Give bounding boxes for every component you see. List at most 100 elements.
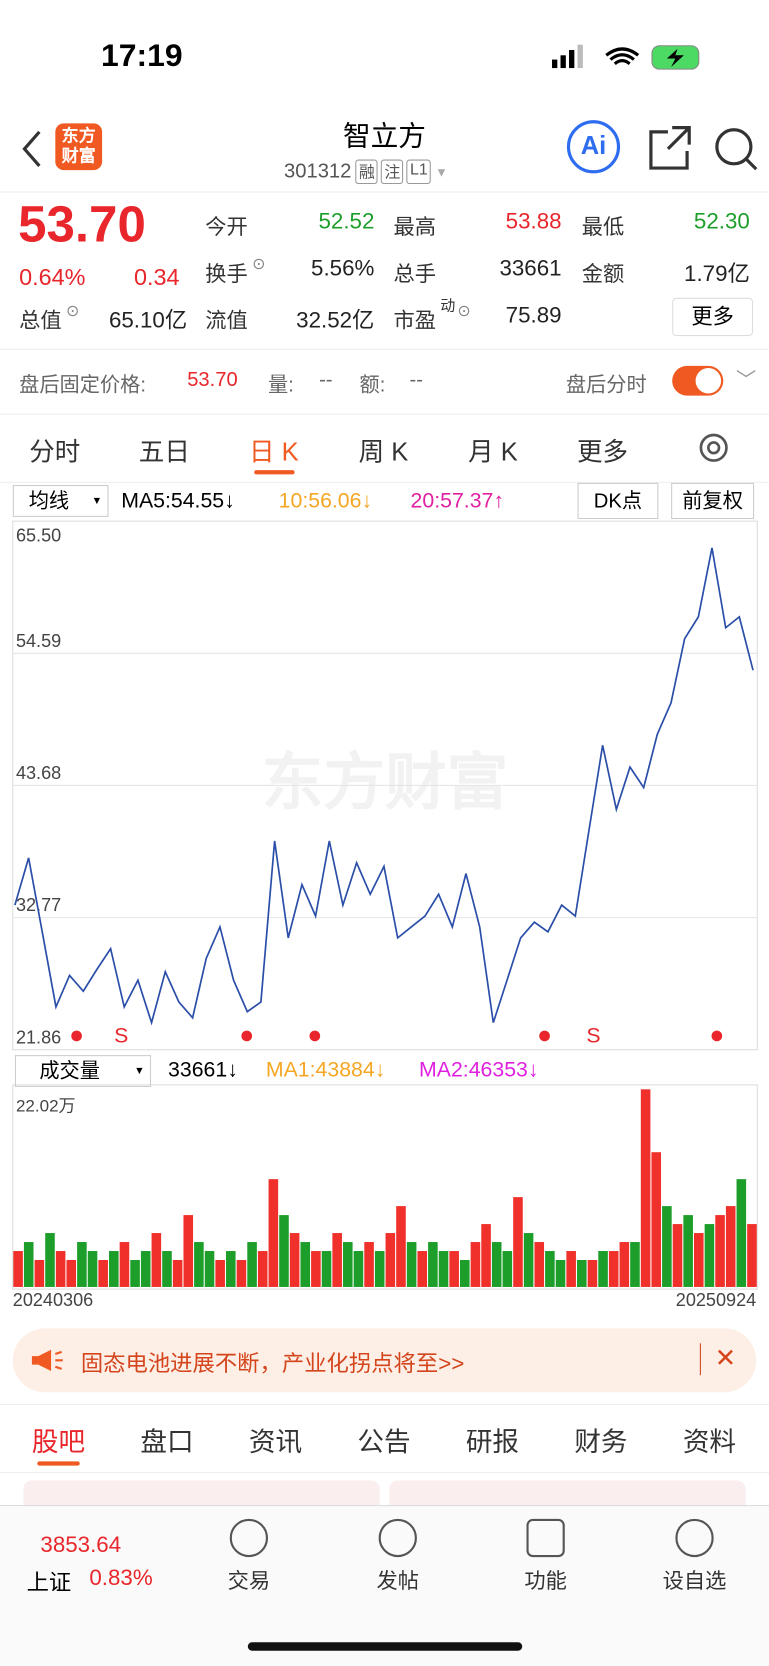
chevron[interactable]: ﹀	[736, 370, 757, 393]
volume-bar	[236, 1260, 247, 1287]
vol-max: 22.02万	[15, 1097, 76, 1116]
stat-value: 53.88	[505, 209, 562, 234]
ai-button[interactable]: Ai	[566, 120, 621, 174]
volume-bar	[566, 1251, 576, 1287]
volume-bar	[353, 1251, 364, 1287]
tab-underline	[254, 470, 295, 475]
volume-bar	[55, 1251, 66, 1287]
volume-bar	[77, 1242, 87, 1287]
bottom-tab[interactable]: 研报	[465, 1427, 520, 1458]
app-logo[interactable]: 东方财富	[55, 123, 103, 171]
dropdown[interactable]: ▼	[435, 164, 448, 180]
volume-bar	[534, 1242, 545, 1287]
footer: 3853.64 上证 0.83% 交易 发帖 功能 设自选	[0, 1504, 769, 1666]
volume-bar	[300, 1242, 311, 1287]
volume-bar	[289, 1233, 300, 1287]
nav-label[interactable]: 交易	[227, 1569, 271, 1594]
index-name: 上证	[26, 1570, 72, 1596]
index-value[interactable]: 3853.64	[40, 1532, 122, 1558]
nav-icon[interactable]	[675, 1518, 714, 1558]
ah-label: 盘后固定价格:	[19, 374, 147, 397]
volume-bar	[279, 1215, 289, 1287]
volume-bar	[311, 1251, 321, 1287]
kline-chart: 东方财富 21.86 32.77 43.68 54.59 65.50 S S	[12, 520, 758, 1290]
change: 0.34	[134, 263, 180, 291]
nav-icon[interactable]	[526, 1518, 565, 1558]
tag: 注	[381, 159, 404, 185]
volume-bar	[417, 1251, 428, 1287]
volume-bar	[268, 1179, 279, 1287]
stat-value: 32.52亿	[296, 308, 375, 333]
nav-icon[interactable]	[378, 1518, 417, 1558]
chart-tab[interactable]: 日 K	[249, 438, 299, 467]
back-button[interactable]	[16, 126, 48, 173]
signal-dot	[309, 1030, 321, 1042]
pe-sup: 动	[440, 296, 456, 314]
price: 53.70	[18, 196, 146, 254]
volume-bar	[215, 1260, 225, 1287]
ah-link[interactable]: 盘后分时	[565, 374, 647, 397]
bottom-tab[interactable]: 盘口	[140, 1427, 194, 1458]
ah-amt: --	[409, 369, 423, 392]
volume-bar	[109, 1251, 119, 1287]
volume-bar	[545, 1251, 555, 1287]
volume-bar	[577, 1260, 587, 1287]
ma-selector-label: 均线	[28, 490, 70, 513]
ma-selector[interactable]: 均线 ▼	[12, 485, 109, 517]
bottom-tab[interactable]: 财务	[574, 1427, 628, 1458]
volume-bar	[23, 1242, 34, 1287]
home-indicator	[247, 1642, 523, 1651]
vol-last: 33661↓	[168, 1058, 238, 1082]
vol-selector[interactable]: 成交量 ▼	[14, 1055, 152, 1087]
stat-value: 52.52	[318, 209, 375, 234]
bottom-tab[interactable]: 股吧	[31, 1427, 86, 1458]
volume-bar	[172, 1260, 183, 1287]
chart-tab[interactable]: 更多	[577, 438, 629, 467]
info-icon: ⊙	[252, 255, 266, 274]
chart-tab[interactable]: 分时	[29, 438, 81, 467]
volume-bar	[257, 1251, 268, 1287]
nav-label[interactable]: 功能	[524, 1569, 567, 1594]
more-button[interactable]: 更多	[672, 297, 754, 337]
change-pct: 0.64%	[19, 263, 86, 291]
volume-bar	[204, 1251, 215, 1287]
ma10: 10:56.06↓	[278, 489, 373, 513]
volume-bar	[523, 1233, 534, 1287]
chart-tab[interactable]: 周 K	[358, 438, 409, 467]
toggle[interactable]	[672, 365, 724, 396]
search-icon[interactable]	[715, 128, 753, 166]
settings-icon[interactable]	[696, 430, 732, 466]
nav-icon[interactable]	[229, 1518, 269, 1558]
signal-dot	[711, 1030, 723, 1042]
price-line	[14, 547, 754, 1026]
bottom-tab[interactable]: 公告	[357, 1427, 411, 1458]
volume-bar	[364, 1242, 374, 1287]
volume-bar	[385, 1233, 396, 1287]
banner-close[interactable]: ✕	[714, 1344, 737, 1374]
bottom-tab[interactable]: 资料	[682, 1427, 737, 1458]
dk-button[interactable]: DK点	[577, 482, 659, 520]
y-tick-label: 21.86	[16, 1027, 61, 1047]
adjust-button[interactable]: 前复权	[671, 482, 755, 520]
volume-bar	[226, 1251, 236, 1287]
bottom-tab[interactable]: 资讯	[248, 1427, 303, 1458]
ah-vol: --	[319, 369, 333, 392]
chart-tab[interactable]: 月 K	[468, 438, 518, 467]
chart-tab[interactable]: 五日	[138, 438, 190, 467]
volume-bar	[513, 1197, 523, 1287]
share-icon[interactable]	[649, 126, 691, 170]
stat-label: 流值	[205, 309, 248, 333]
nav-label[interactable]: 设自选	[662, 1569, 727, 1594]
signal-dot	[241, 1030, 253, 1042]
banner[interactable]: 固态电池进展不断，产业化拐点将至>> ✕	[12, 1328, 757, 1393]
index-pct: 0.83%	[89, 1565, 153, 1591]
volume-bar	[725, 1206, 736, 1287]
volume-bar	[98, 1260, 108, 1287]
nav-label[interactable]: 发帖	[376, 1569, 420, 1594]
volume-bar	[502, 1251, 513, 1287]
volume-bar	[183, 1215, 194, 1287]
y-tick-label: 43.68	[16, 763, 61, 783]
volume-bar	[374, 1251, 385, 1287]
banner-text: 固态电池进展不断，产业化拐点将至>>	[80, 1351, 465, 1377]
